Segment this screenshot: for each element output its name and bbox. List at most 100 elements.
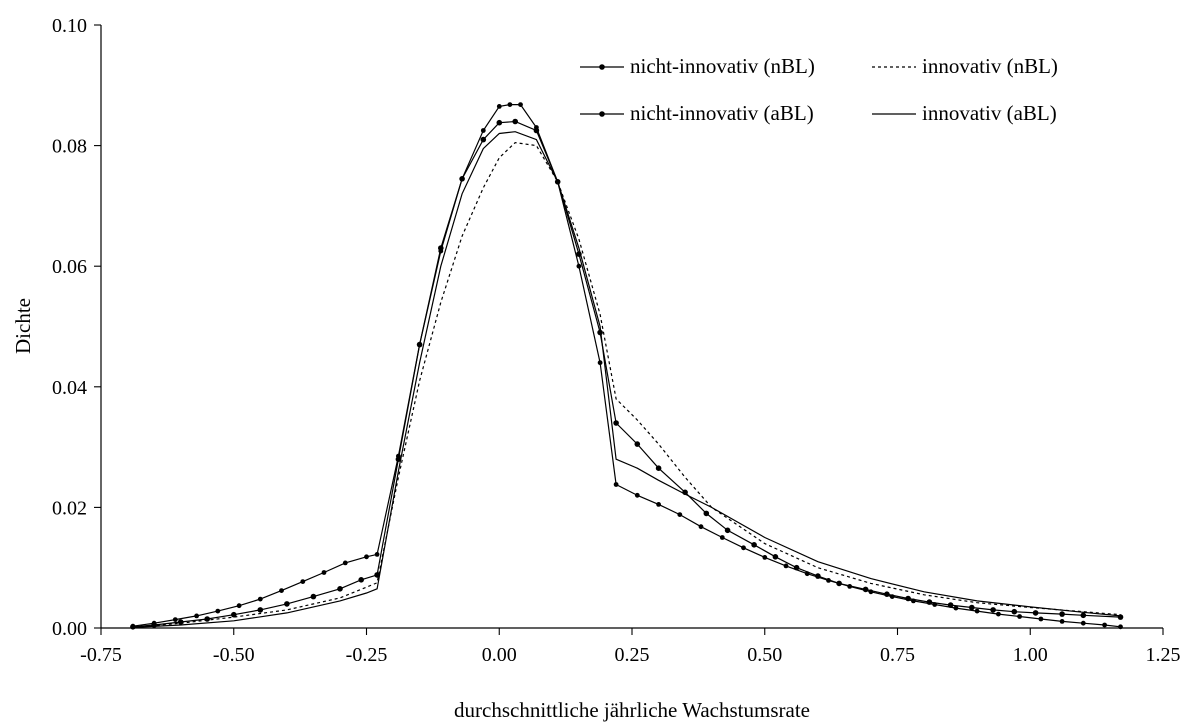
series-point <box>953 605 959 611</box>
x-tick-label: -0.50 <box>213 644 255 666</box>
y-tick-label: 0.00 <box>52 618 87 640</box>
series-point <box>480 136 487 143</box>
series-3 <box>132 131 1121 628</box>
series-point <box>284 601 290 607</box>
series-point <box>257 607 264 613</box>
series-line <box>132 120 1121 628</box>
legend-label: innovativ (nBL) <box>922 54 1058 78</box>
legend-marker <box>599 64 605 70</box>
series-point <box>396 453 401 459</box>
series-point <box>279 588 284 593</box>
series-point <box>634 492 640 498</box>
x-ticks: -0.75 -0.50 -0.25 0.00 0.25 0.50 0.75 1.00 1.25 <box>80 628 1181 666</box>
series-line <box>132 104 1121 628</box>
y-tick-label: 0.02 <box>52 497 87 519</box>
y-ticks: 0.00 0.02 0.04 0.06 0.08 0.10 <box>52 15 101 640</box>
series-2 <box>130 102 1123 630</box>
series-point <box>438 248 444 254</box>
series-point <box>762 555 768 560</box>
series-line <box>132 131 1121 628</box>
series-point <box>1059 619 1065 624</box>
x-tick-label: -0.25 <box>346 644 388 666</box>
series-point <box>719 535 725 540</box>
x-tick-label: 1.25 <box>1146 644 1181 666</box>
legend-item: nicht-innovativ (aBL) <box>580 101 814 125</box>
series-point <box>321 570 327 575</box>
series-point <box>459 176 465 182</box>
series-point <box>518 102 523 107</box>
series-point <box>783 563 789 569</box>
series-point <box>741 545 746 551</box>
series-point <box>496 119 503 126</box>
series-point <box>1080 612 1087 619</box>
series-point <box>772 554 779 560</box>
series-point <box>310 593 317 600</box>
legend-marker <box>599 111 605 117</box>
series-point <box>703 510 710 517</box>
series-point <box>342 560 348 566</box>
series-point <box>1080 620 1086 626</box>
x-tick-label: 0.75 <box>880 644 915 666</box>
series-layer <box>130 102 1124 630</box>
series-point <box>677 512 683 517</box>
series-point <box>507 102 513 107</box>
series-point <box>889 594 895 599</box>
series-point <box>1038 616 1044 622</box>
series-point <box>826 578 831 583</box>
x-axis-title: durchschnittliche jährliche Wachstumsrat… <box>454 698 810 722</box>
series-point <box>1118 624 1123 630</box>
x-tick-label: 1.00 <box>1013 644 1048 666</box>
series-point <box>177 619 184 625</box>
y-tick-label: 0.04 <box>52 377 87 399</box>
series-point <box>655 465 662 472</box>
series-point <box>656 502 661 507</box>
series-point <box>231 611 237 618</box>
series-point <box>358 577 365 583</box>
series-point <box>868 589 874 595</box>
series-point <box>969 604 975 611</box>
x-tick-label: 0.25 <box>615 644 650 666</box>
series-point <box>996 611 1001 617</box>
legend-item: innovativ (aBL) <box>872 101 1057 125</box>
y-axis-title: Dichte <box>11 298 35 354</box>
legend-label: nicht-innovativ (aBL) <box>630 101 814 125</box>
series-point <box>300 579 306 584</box>
series-point <box>576 263 582 269</box>
series-point <box>698 524 704 530</box>
series-point <box>215 608 221 614</box>
series-point <box>534 125 539 130</box>
series-point <box>974 608 980 614</box>
legend-item: innovativ (nBL) <box>872 54 1058 78</box>
series-point <box>597 360 603 366</box>
series-point <box>634 441 641 447</box>
series-point <box>1102 622 1107 628</box>
series-point <box>724 527 731 534</box>
series-point <box>151 620 157 626</box>
legend: nicht-innovativ (nBL) innovativ (nBL) nich… <box>580 54 1058 125</box>
y-tick-label: 0.06 <box>52 256 87 278</box>
series-point <box>257 596 263 602</box>
series-point <box>417 342 422 347</box>
series-1 <box>132 141 1121 628</box>
series-point <box>480 128 486 133</box>
x-tick-label: 0.50 <box>747 644 782 666</box>
x-tick-label: 0.00 <box>482 644 517 666</box>
series-point <box>613 482 619 487</box>
legend-label: innovativ (aBL) <box>922 101 1057 125</box>
series-point <box>236 603 242 609</box>
series-point <box>194 613 200 619</box>
series-point <box>847 584 853 589</box>
legend-item: nicht-innovativ (nBL) <box>580 54 815 78</box>
series-point <box>374 552 380 557</box>
y-tick-label: 0.10 <box>52 15 87 37</box>
series-point <box>172 617 178 622</box>
series-0 <box>130 118 1124 630</box>
series-point <box>337 586 343 592</box>
series-point <box>1032 610 1039 616</box>
series-line <box>132 141 1121 628</box>
series-point <box>751 542 757 548</box>
series-point <box>496 104 502 109</box>
series-point <box>364 554 369 560</box>
series-point <box>1017 614 1022 619</box>
